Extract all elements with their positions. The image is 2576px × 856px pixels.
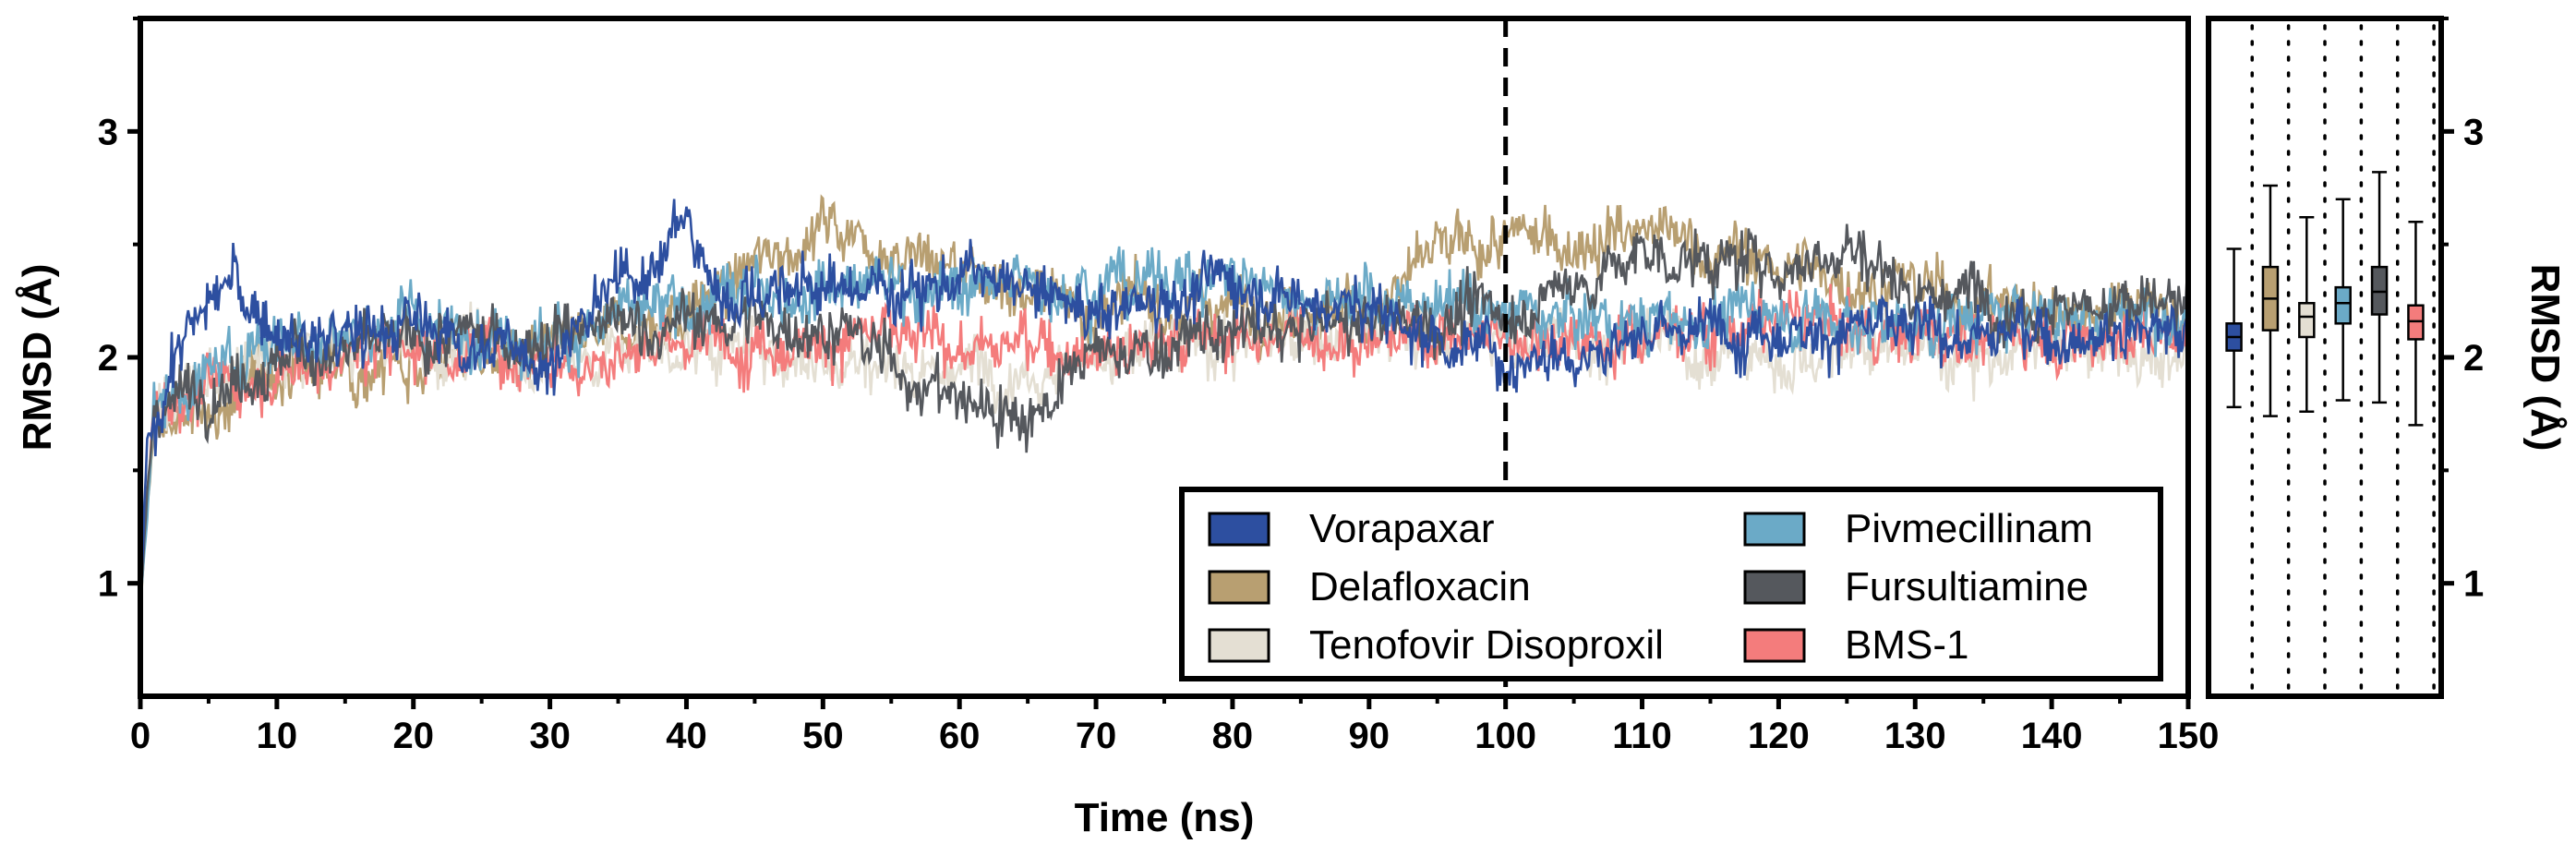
legend-label: Delafloxacin — [1309, 564, 1531, 609]
x-tick-label: 20 — [392, 716, 434, 756]
x-tick-label: 100 — [1475, 716, 1536, 756]
x-tick-label: 40 — [666, 716, 707, 756]
x-axis-title: Time (ns) — [1075, 795, 1255, 840]
box-y-axis-title: RMSD (Å) — [2522, 264, 2568, 452]
box-tenofovir-disoproxil — [2298, 302, 2316, 339]
line-series-group — [140, 194, 2188, 610]
x-tick-label: 30 — [529, 716, 571, 756]
legend-frame — [1179, 487, 2163, 681]
legend-swatch — [1208, 512, 1270, 547]
legend-swatch — [1743, 628, 1806, 663]
x-tick-label: 120 — [1748, 716, 1810, 756]
box-plot-group — [2225, 24, 2436, 691]
legend-label: Pivmecillinam — [1845, 506, 2093, 551]
legend-swatch — [1743, 570, 1806, 605]
x-tick-label: 110 — [1612, 716, 1672, 756]
box-axis: 1 2 3 — [2441, 17, 2484, 605]
box-pivmecillinam — [2334, 285, 2352, 325]
legend-label: Vorapaxar — [1309, 506, 1495, 551]
box-y-tick-label: 1 — [2463, 564, 2484, 605]
x-tick-label: 90 — [1349, 716, 1390, 756]
x-tick-label: 130 — [1884, 716, 1946, 756]
legend: Vorapaxar Delafloxacin Tenofovir Disoproxi… — [1179, 487, 2163, 681]
y-tick-label: 3 — [98, 112, 118, 152]
y-axis-title: RMSD (Å) — [15, 264, 60, 452]
y-tick-label: 1 — [98, 564, 118, 605]
series-line-vorapaxar — [140, 199, 2188, 600]
legend-swatch — [1743, 512, 1806, 547]
series-line-fursultiamine — [140, 223, 2188, 604]
x-tick-label: 70 — [1076, 716, 1117, 756]
legend-label: Fursultiamine — [1845, 564, 2088, 609]
box-y-tick-label: 3 — [2463, 112, 2484, 152]
x-tick-label: 60 — [939, 716, 981, 756]
x-tick-label: 50 — [802, 716, 844, 756]
main-axes: 0 10 20 30 40 50 60 70 80 90 100 110 120 130 140 150 1 2 3 — [98, 17, 2220, 756]
y-tick-label: 2 — [98, 338, 118, 379]
x-tick-label: 140 — [2021, 716, 2083, 756]
x-tick-label: 80 — [1212, 716, 1254, 756]
legend-swatch — [1208, 570, 1270, 605]
box-y-tick-label: 2 — [2463, 338, 2484, 379]
legend-swatch — [1208, 628, 1270, 663]
x-tick-label: 0 — [130, 716, 150, 756]
legend-label: BMS-1 — [1845, 622, 1968, 668]
legend-label: Tenofovir Disoproxil — [1309, 622, 1664, 668]
x-tick-label: 10 — [257, 716, 298, 756]
x-tick-label: 150 — [2158, 716, 2220, 756]
